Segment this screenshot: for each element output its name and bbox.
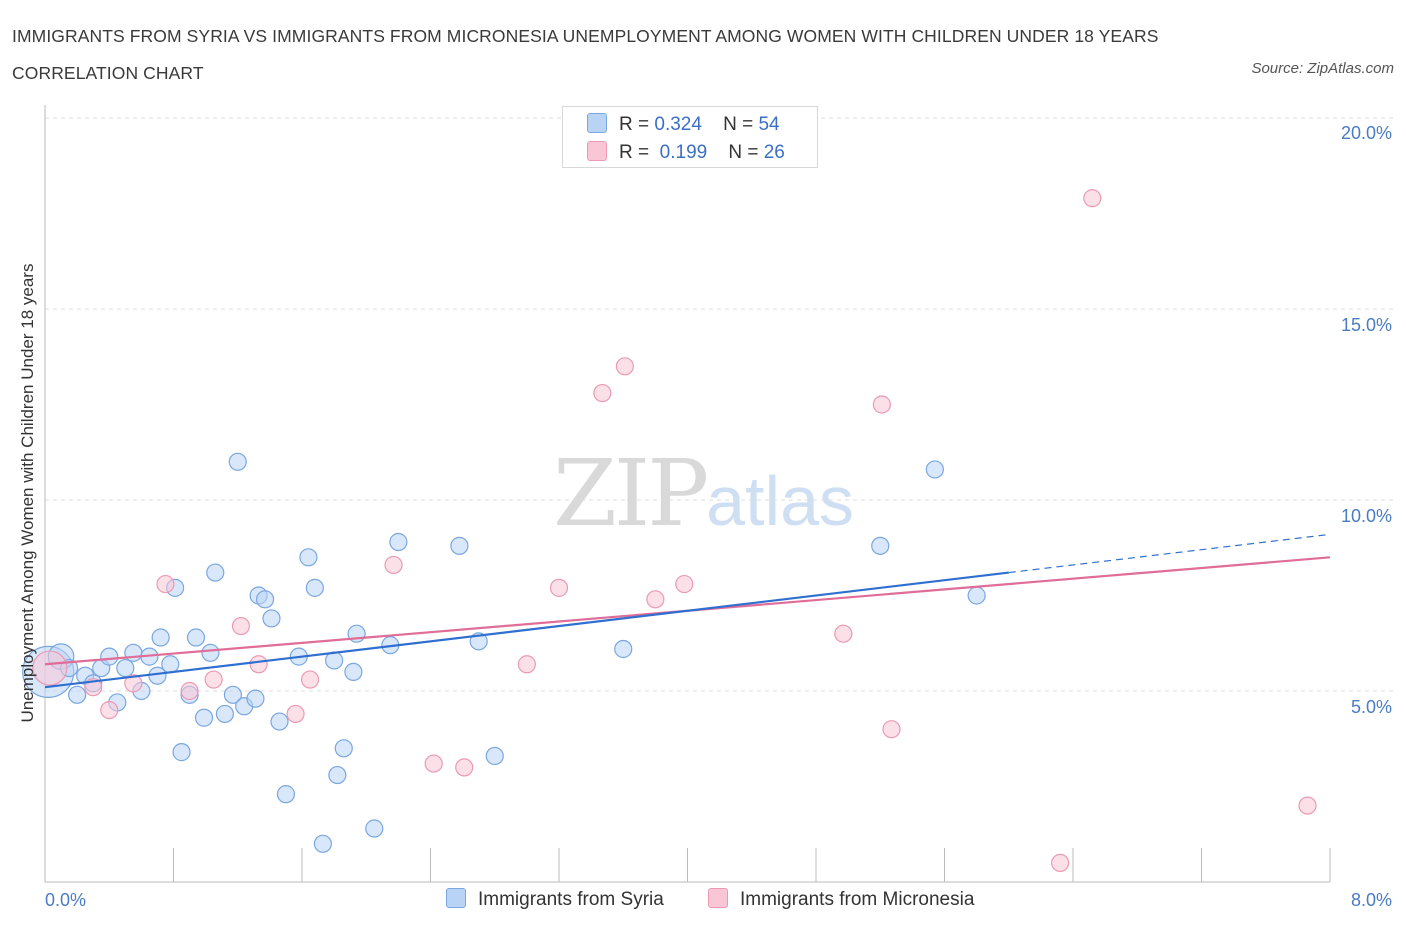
legend-r-label: R = (619, 114, 650, 135)
micronesia-r-value: 0.199 (659, 142, 708, 163)
micronesia-point (424, 754, 443, 773)
y-tick-label-15: 15.0% (1340, 315, 1392, 335)
micronesia-n-value: 26 (763, 142, 785, 163)
syria-point (871, 536, 890, 555)
syria-point (262, 609, 281, 628)
syria-trend-extension (1008, 533, 1331, 574)
syria-point (344, 662, 363, 682)
micronesia-point (882, 720, 901, 739)
syria-point (389, 532, 408, 552)
y-tick-label-5: 5.0% (1350, 697, 1392, 717)
syria-point (223, 685, 243, 704)
legend-row-syria: R = 0.324 N = 54 (587, 113, 780, 137)
syria-point (151, 628, 170, 647)
syria-n-value: 54 (758, 114, 780, 135)
syria-point (450, 536, 469, 555)
syria-point (246, 689, 265, 708)
syria-point (161, 655, 180, 674)
syria-point (270, 712, 289, 731)
micronesia-point (615, 357, 634, 376)
syria-point (206, 563, 225, 582)
x-tick-label-min: 0.0% (45, 890, 87, 910)
syria-point (228, 452, 247, 471)
micronesia-point (834, 624, 853, 643)
syria-point (313, 834, 332, 853)
syria-point (124, 643, 143, 662)
syria-point (201, 643, 220, 662)
chart-title: IMMIGRANTS FROM SYRIA VS IMMIGRANTS FROM… (12, 26, 1159, 83)
syria-trend-line (44, 571, 1009, 689)
micronesia-swatch (587, 141, 607, 161)
syria-swatch (587, 113, 607, 133)
micronesia-point (872, 395, 891, 414)
syria-point (215, 704, 234, 724)
micronesia-point (180, 681, 199, 701)
syria-point (276, 785, 296, 804)
watermark-atlas: atlas (706, 462, 855, 540)
micronesia-point (455, 758, 474, 777)
y-tick-label-10: 10.0% (1340, 506, 1392, 526)
source-label: Source: ZipAtlas.com (1251, 60, 1394, 77)
micronesia-point (675, 574, 694, 594)
micronesia-point (1083, 189, 1102, 208)
micronesia-legend-swatch (708, 888, 728, 908)
micronesia-point (300, 670, 320, 689)
micronesia-point (1298, 796, 1317, 815)
legend-r-label: R = (619, 142, 650, 163)
micronesia-point (249, 655, 268, 674)
syria-point (116, 658, 135, 678)
syria-point (967, 586, 986, 605)
micronesia-point (124, 674, 143, 693)
micronesia-point (517, 655, 536, 674)
micronesia-point (593, 383, 612, 403)
syria-point (305, 578, 324, 597)
syria-point (485, 746, 504, 766)
syria-legend-swatch (446, 888, 466, 908)
syria-point (299, 548, 318, 567)
syria-point (186, 628, 206, 647)
syria-point (365, 819, 384, 838)
micronesia-point (384, 555, 403, 575)
micronesia-point (286, 704, 305, 724)
micronesia-point (231, 616, 251, 636)
legend-n-label: N = (728, 142, 759, 163)
syria-point (328, 765, 347, 785)
watermark-zip: ZIP (553, 440, 709, 547)
micronesia-legend-label: Immigrants from Micronesia (740, 889, 975, 910)
syria-point (614, 639, 633, 659)
micronesia-point (156, 574, 175, 594)
x-tick-label-max: 8.0% (1350, 890, 1392, 910)
micronesia-point (1051, 853, 1070, 873)
syria-point (255, 590, 275, 609)
bottom-legend-syria: Immigrants from Syria (446, 888, 664, 911)
micronesia-point (100, 700, 119, 720)
micronesia-point (646, 590, 665, 609)
syria-point (68, 685, 87, 704)
correlation-legend: R = 0.324 N = 54 R = 0.199 N = 26 (562, 106, 818, 168)
syria-point (925, 460, 944, 479)
y-tick-label-20: 20.0% (1340, 123, 1392, 143)
syria-point (194, 708, 214, 727)
legend-row-micronesia: R = 0.199 N = 26 (587, 141, 785, 165)
legend-n-label: N = (723, 114, 754, 135)
micronesia-point (549, 578, 569, 597)
syria-legend-label: Immigrants from Syria (478, 889, 664, 910)
micronesia-point (204, 670, 223, 689)
watermark: ZIPatlas (553, 440, 854, 547)
y-axis-title: Unemployment Among Women with Children U… (18, 263, 37, 723)
bottom-legend-micronesia: Immigrants from Micronesia (708, 888, 974, 911)
syria-point (100, 647, 119, 666)
syria-point (172, 743, 191, 762)
syria-r-value: 0.324 (654, 114, 702, 135)
micronesia-point (32, 650, 68, 686)
syria-point (334, 739, 353, 758)
